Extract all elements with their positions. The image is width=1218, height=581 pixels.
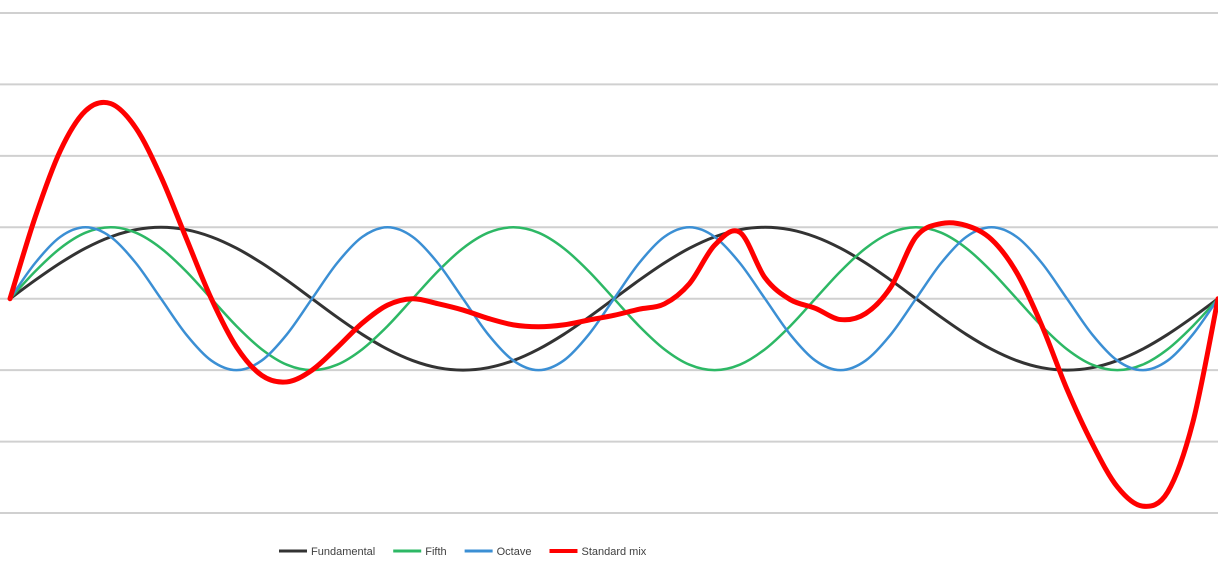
legend-label: Standard mix <box>581 546 646 558</box>
series-line-standard-mix <box>7 99 1218 509</box>
gridlines <box>0 12 1218 514</box>
series-lines <box>7 99 1218 509</box>
legend-label: Fifth <box>425 546 446 558</box>
legend-label: Octave <box>497 546 532 558</box>
series-line-octave <box>8 226 1218 372</box>
legend-label: Fundamental <box>311 546 375 558</box>
legend: Fundamental Fifth Octave Standard mix <box>279 546 647 558</box>
